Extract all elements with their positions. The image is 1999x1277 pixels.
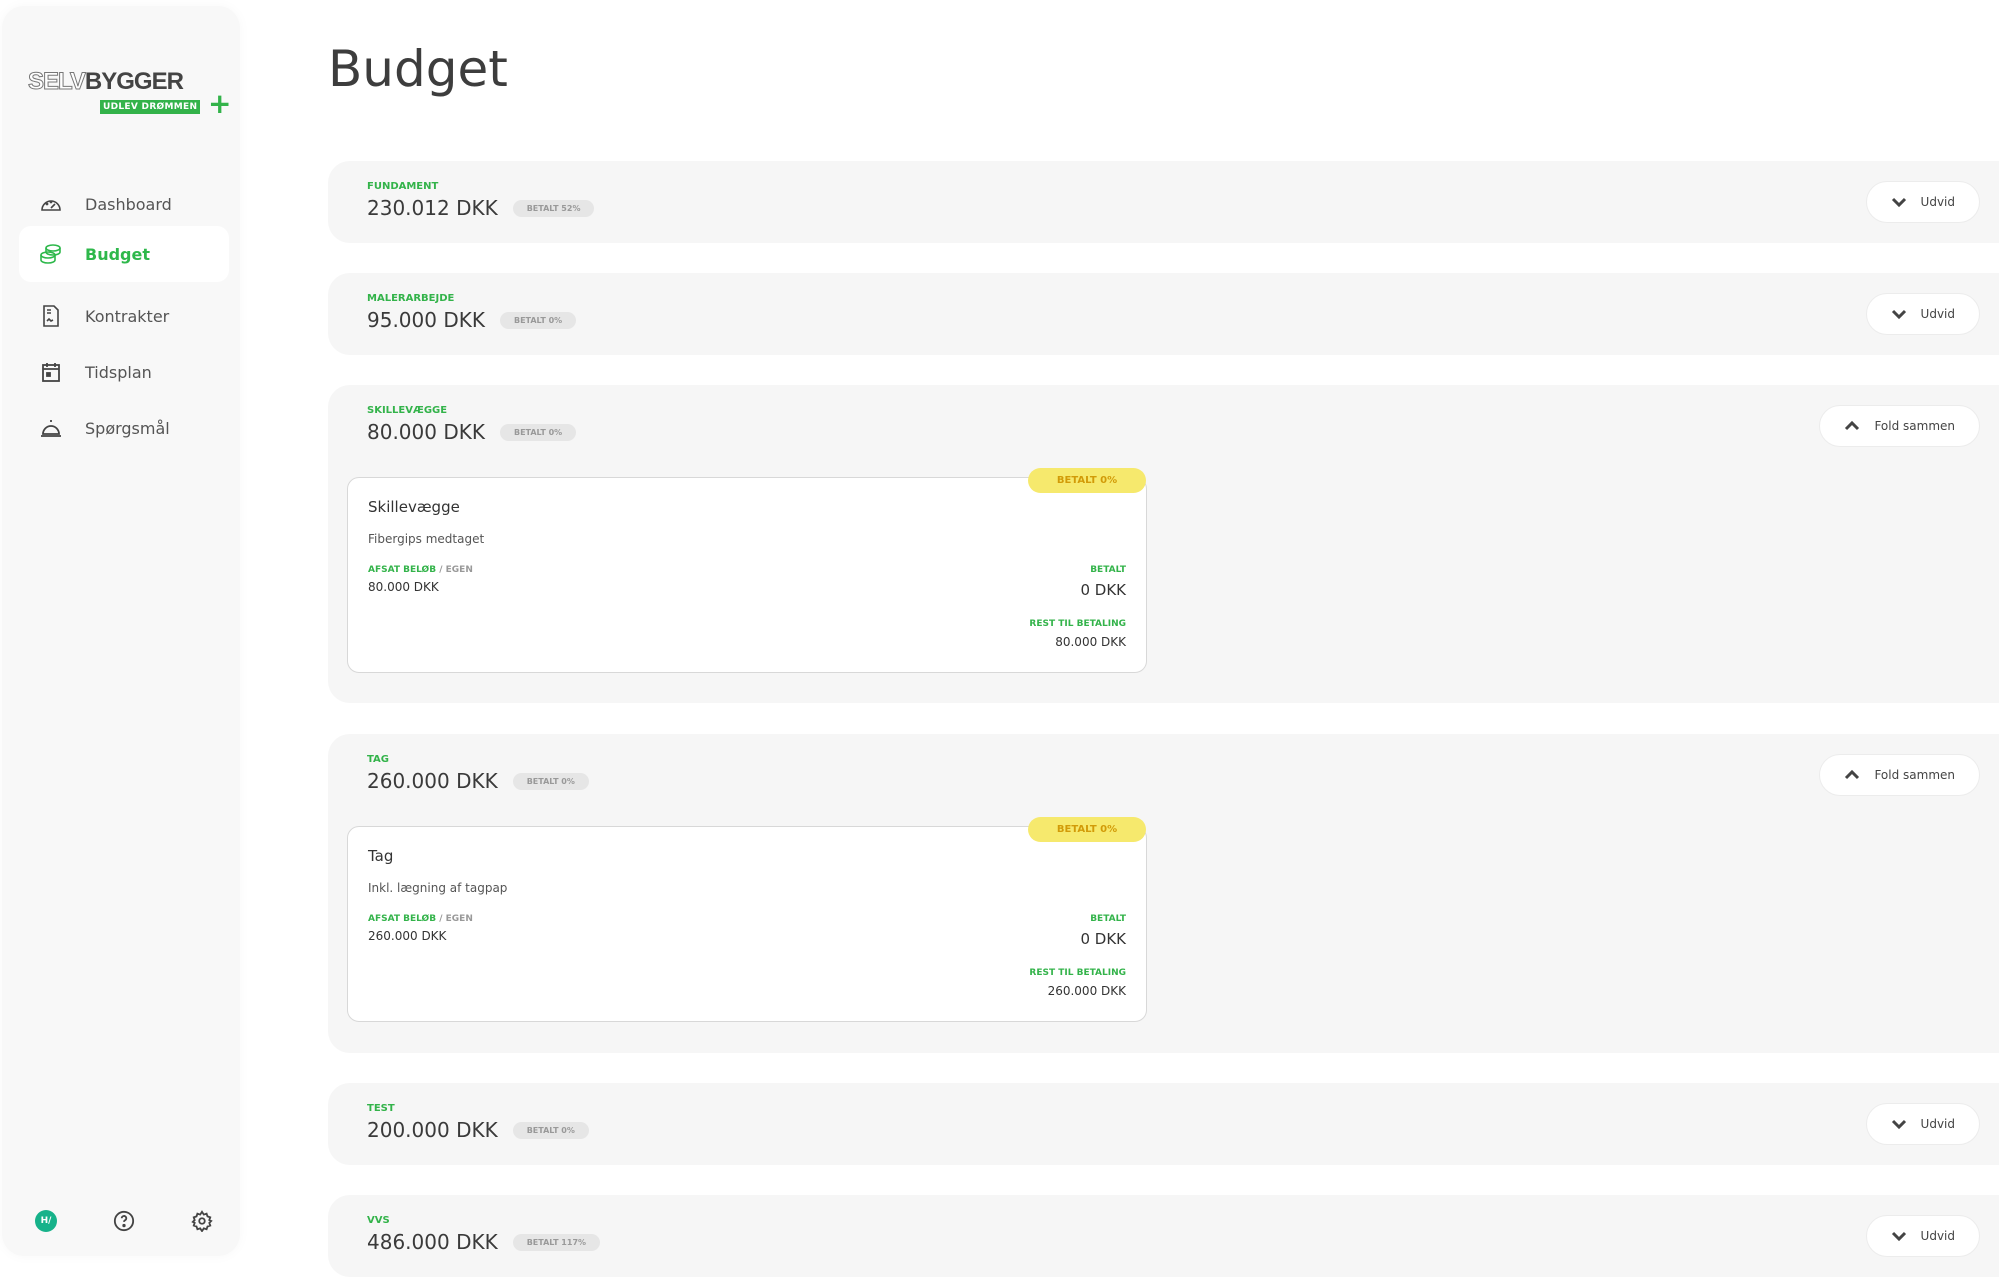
- card-title: Tag: [368, 847, 394, 865]
- budget-section-test: TEST 200.000 DKK BETALT 0% Udvid: [328, 1083, 1999, 1165]
- logo-wordmark: SELVBYGGER: [28, 68, 184, 96]
- help-button[interactable]: [109, 1206, 139, 1236]
- section-label: MALERARBEJDE: [367, 293, 455, 304]
- rest-value: 80.000 DKK: [1055, 635, 1126, 649]
- section-amount: 486.000 DKK: [367, 1230, 498, 1254]
- expand-button[interactable]: Udvid: [1865, 1215, 1980, 1257]
- paid-status-badge: BETALT 0%: [1028, 817, 1146, 842]
- budget-section-vvs: VVS 486.000 DKK BETALT 117% Udvid: [328, 1195, 1999, 1277]
- sidebar-item-kontrakter[interactable]: Kontrakter: [19, 288, 229, 344]
- section-label: VVS: [367, 1215, 390, 1226]
- paid-label: BETALT: [1090, 914, 1126, 924]
- service-bell-icon: [41, 420, 61, 437]
- paid-badge: BETALT 0%: [499, 311, 577, 329]
- expand-button[interactable]: Udvid: [1865, 181, 1980, 223]
- card-description: Inkl. lægning af tagpap: [368, 881, 508, 895]
- chevron-up-icon: [1845, 769, 1860, 780]
- rest-value: 260.000 DKK: [1047, 984, 1126, 998]
- rest-label: REST TIL BETALING: [1029, 968, 1126, 978]
- section-label: FUNDAMENT: [367, 181, 439, 192]
- section-label: SKILLEVÆGGE: [367, 405, 448, 416]
- sidebar: SELVBYGGER UDLEV DRØMMEN + Dashboard Bud…: [2, 6, 240, 1256]
- question-circle-icon: [113, 1210, 135, 1232]
- chevron-down-icon: [1891, 309, 1906, 320]
- budget-item-card[interactable]: BETALT 0% Tag Inkl. lægning af tagpap AF…: [347, 817, 1147, 1022]
- chevron-down-icon: [1891, 1119, 1906, 1130]
- sidebar-item-budget[interactable]: Budget: [19, 226, 229, 282]
- paid-badge: BETALT 0%: [512, 1121, 589, 1139]
- chevron-down-icon: [1891, 1231, 1906, 1242]
- card-title: Skillevægge: [368, 498, 460, 516]
- allocated-value: 260.000 DKK: [368, 929, 447, 943]
- logo-tagline: UDLEV DRØMMEN: [100, 100, 201, 114]
- dashboard-gauge-icon: [41, 200, 61, 211]
- collapse-button[interactable]: Fold sammen: [1819, 405, 1980, 447]
- sidebar-item-tidsplan[interactable]: Tidsplan: [19, 344, 229, 400]
- budget-section-skillevaegge: SKILLEVÆGGE 80.000 DKK BETALT 0% Fold sam…: [328, 385, 1999, 703]
- page-title: Budget: [328, 40, 508, 98]
- chevron-up-icon: [1845, 420, 1860, 431]
- gear-icon: [191, 1210, 213, 1232]
- paid-badge: BETALT 0%: [499, 423, 577, 441]
- section-amount: 260.000 DKK: [367, 769, 498, 793]
- chevron-down-icon: [1891, 197, 1906, 208]
- user-avatar[interactable]: H/: [31, 1206, 61, 1236]
- settings-button[interactable]: [187, 1206, 217, 1236]
- paid-value: 0 DKK: [1080, 581, 1126, 599]
- plus-icon: +: [208, 87, 232, 120]
- collapse-button[interactable]: Fold sammen: [1819, 754, 1980, 796]
- paid-badge: BETALT 117%: [512, 1233, 601, 1251]
- paid-value: 0 DKK: [1080, 930, 1126, 948]
- contract-document-icon: [43, 305, 59, 327]
- budget-item-card[interactable]: BETALT 0% Skillevægge Fibergips medtaget…: [347, 468, 1147, 673]
- budget-section-fundament: FUNDAMENT 230.012 DKK BETALT 52% Udvid: [328, 161, 1999, 243]
- selvbygger-logo[interactable]: SELVBYGGER UDLEV DRØMMEN +: [28, 68, 238, 120]
- budget-section-malerarbejde: MALERARBEJDE 95.000 DKK BETALT 0% Udvid: [328, 273, 1999, 355]
- paid-badge: BETALT 0%: [512, 772, 589, 790]
- section-amount: 200.000 DKK: [367, 1118, 498, 1142]
- paid-label: BETALT: [1090, 565, 1126, 575]
- allocated-label: AFSAT BELØB / EGEN: [368, 914, 473, 924]
- allocated-label: AFSAT BELØB / EGEN: [368, 565, 473, 575]
- sidebar-item-dashboard[interactable]: Dashboard: [19, 176, 229, 232]
- paid-badge: BETALT 52%: [512, 199, 595, 217]
- allocated-value: 80.000 DKK: [368, 580, 439, 594]
- section-label: TEST: [367, 1103, 395, 1114]
- calendar-icon: [42, 363, 60, 382]
- section-label: TAG: [367, 754, 389, 765]
- paid-status-badge: BETALT 0%: [1028, 468, 1146, 493]
- section-amount: 95.000 DKK: [367, 308, 485, 332]
- coins-stack-icon: [40, 244, 61, 264]
- sidebar-item-spoergsmaal[interactable]: Spørgsmål: [19, 400, 229, 456]
- expand-button[interactable]: Udvid: [1865, 293, 1980, 335]
- expand-button[interactable]: Udvid: [1865, 1103, 1980, 1145]
- section-amount: 80.000 DKK: [367, 420, 485, 444]
- section-amount: 230.012 DKK: [367, 196, 498, 220]
- card-description: Fibergips medtaget: [368, 532, 485, 546]
- budget-section-tag: TAG 260.000 DKK BETALT 0% Fold sammen BET…: [328, 734, 1999, 1053]
- rest-label: REST TIL BETALING: [1029, 619, 1126, 629]
